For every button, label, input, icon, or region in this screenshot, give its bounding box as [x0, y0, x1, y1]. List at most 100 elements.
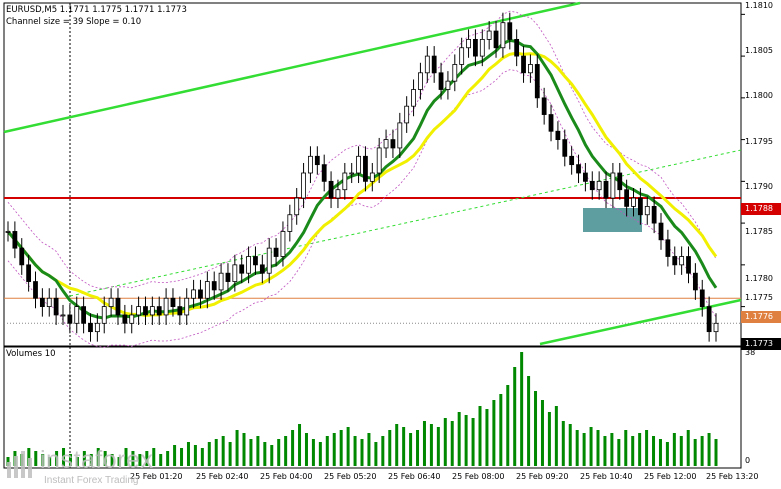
candle [60, 304, 66, 325]
candle-body [617, 172, 623, 191]
candle [699, 279, 705, 317]
candle-body [60, 314, 66, 317]
candle-body [287, 214, 293, 232]
candle [603, 171, 609, 209]
volume-bar [617, 439, 621, 466]
volume-bar [110, 454, 114, 466]
candle-body [19, 247, 25, 266]
price-tick-label: 1.1800 [745, 91, 773, 100]
candle-body [211, 281, 217, 291]
volume-bar [707, 433, 711, 466]
candle [610, 162, 616, 209]
volume-bar [672, 433, 676, 466]
candle-body [53, 297, 59, 316]
candle-body [699, 289, 705, 307]
candle-body [204, 281, 210, 299]
candle [486, 21, 492, 50]
volume-bar [492, 400, 496, 466]
candle-body [191, 289, 196, 299]
candle [363, 146, 368, 192]
candle [686, 246, 691, 284]
candle [548, 104, 554, 142]
candle-body [679, 256, 685, 266]
candle [191, 279, 196, 309]
candle [184, 288, 190, 325]
candle [356, 146, 361, 184]
channel-upper-line [3, 1, 581, 134]
candle [541, 87, 547, 125]
candle [129, 304, 135, 334]
candle-body [692, 272, 698, 291]
candle [156, 296, 162, 325]
candle-body [342, 172, 348, 191]
candle-body [473, 39, 478, 57]
candle [404, 96, 410, 133]
volume-bar [520, 352, 524, 466]
candle [246, 246, 251, 284]
candle [239, 254, 245, 284]
volume-bar [82, 451, 86, 466]
candle-body [26, 264, 32, 282]
candle [692, 263, 698, 300]
candle-body [156, 306, 162, 316]
candle [280, 221, 286, 267]
candle-body [273, 247, 279, 257]
candle-body [528, 64, 533, 74]
candle [452, 54, 458, 92]
candle-body [452, 64, 458, 82]
candle-body [576, 164, 581, 174]
time-axis-label: 25 Feb 04:00 [260, 472, 313, 481]
candle-body [149, 306, 155, 316]
candle [12, 221, 18, 259]
candle-body [514, 39, 520, 57]
volume-bar [652, 436, 656, 466]
volume-bar [117, 457, 121, 466]
volume-bar [547, 412, 551, 466]
logo-mark-icon [7, 451, 32, 478]
candle [5, 221, 11, 242]
candle-body [548, 114, 554, 132]
price-tick-label: 1.1810 [745, 1, 773, 10]
candle [493, 21, 499, 58]
volume-bar [381, 436, 385, 466]
volume-bar [686, 430, 690, 466]
candle-body [136, 306, 142, 316]
resistance-price-tag: 1.1788 [741, 203, 781, 215]
candle [431, 46, 437, 83]
candle [651, 196, 657, 234]
volume-bar [304, 433, 308, 466]
candle [149, 296, 155, 325]
candle-body [115, 297, 121, 316]
candle-body [596, 180, 602, 191]
time-axis-label: 25 Feb 08:00 [452, 472, 505, 481]
candle [33, 271, 38, 309]
volume-bar [429, 424, 433, 466]
volume-bar [506, 385, 510, 466]
volume-bar [75, 457, 79, 466]
volume-bar [325, 436, 329, 466]
candle [521, 46, 526, 83]
volume-bar [665, 442, 669, 466]
price-panel-frame [3, 2, 742, 347]
volume-panel-title: Volumes 10 [6, 349, 56, 359]
candle [500, 12, 506, 58]
volume-bar [62, 448, 66, 466]
volume-bar [131, 451, 135, 466]
volume-bar [346, 427, 350, 466]
candle [101, 296, 107, 334]
candle-body [294, 197, 300, 216]
volume-bar [41, 454, 45, 466]
candle-body [101, 306, 107, 324]
candle-body [644, 205, 650, 216]
candle-body [424, 55, 430, 74]
candle [177, 296, 183, 325]
candle [115, 288, 121, 325]
candle-body [404, 105, 410, 124]
time-axis-label: 25 Feb 10:40 [580, 472, 633, 481]
candle [679, 246, 685, 275]
candle [637, 188, 643, 225]
volume-bar [450, 421, 454, 466]
candle-body [308, 155, 313, 174]
